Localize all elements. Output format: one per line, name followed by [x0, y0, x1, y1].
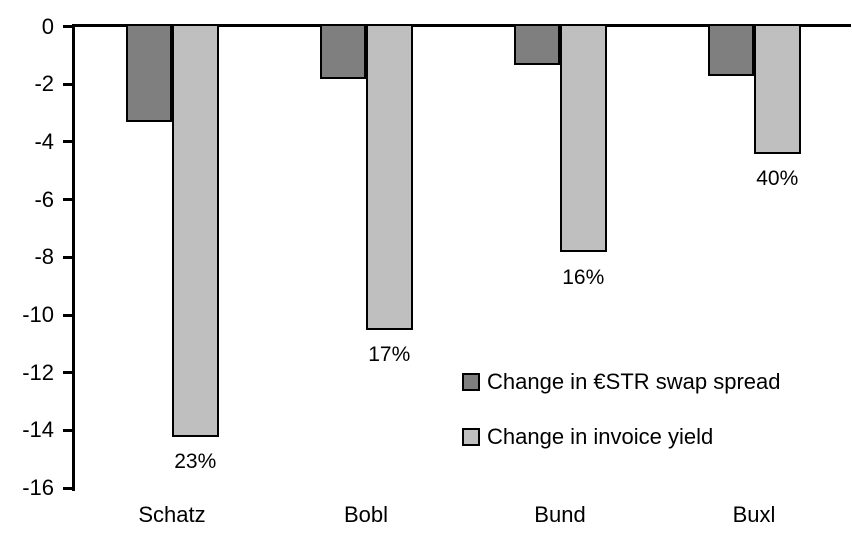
y-tick [62, 82, 72, 86]
y-tick-label: -2 [34, 71, 54, 97]
y-tick-label: -6 [34, 186, 54, 212]
legend: Change in €STR swap spread Change in inv… [462, 369, 781, 450]
y-tick-label: -12 [22, 359, 54, 385]
bar-invoice-yield-bobl [366, 24, 413, 330]
y-tick [62, 313, 72, 317]
y-tick [62, 198, 72, 202]
bar-invoice-yield-bund [560, 24, 607, 253]
bar-value-label: 17% [368, 343, 411, 367]
legend-item-label: Change in €STR swap spread [487, 369, 781, 394]
x-axis-zero-line [71, 24, 851, 27]
y-tick-label: -16 [22, 475, 54, 501]
y-tick-label: -14 [22, 417, 54, 443]
y-tick [62, 486, 72, 490]
y-tick [62, 140, 72, 144]
bar-swap-spread-buxl [707, 24, 754, 77]
y-tick [62, 255, 72, 259]
y-axis-line [71, 24, 75, 492]
bar-value-label: 40% [756, 167, 799, 191]
bar-swap-spread-schatz [125, 24, 172, 123]
bar-invoice-yield-buxl [754, 24, 801, 154]
legend-item-invoice-yield: Change in invoice yield [462, 424, 781, 450]
legend-item-label: Change in invoice yield [487, 424, 714, 449]
y-tick-label: -10 [22, 302, 54, 327]
x-axis-label-bobl: Bobl [343, 502, 389, 527]
invoice-yield-swatch-icon [462, 428, 480, 446]
y-tick [62, 25, 72, 28]
x-axis-label-bund: Bund [534, 502, 586, 527]
bar-swap-spread-bobl [319, 24, 366, 79]
y-tick [62, 428, 72, 432]
y-tick-label: -8 [34, 244, 54, 270]
bar-value-label: 23% [174, 450, 217, 474]
y-tick-label: 0 [41, 13, 54, 39]
y-tick [62, 371, 72, 375]
swap-spread-swatch-icon [462, 373, 480, 391]
bar-value-label: 16% [562, 265, 605, 289]
bar-invoice-yield-schatz [172, 24, 219, 437]
y-tick-label: -4 [34, 128, 54, 154]
x-axis-label-schatz: Schatz [138, 502, 206, 527]
bar-swap-spread-bund [513, 24, 560, 65]
legend-item-swap-spread: Change in €STR swap spread [462, 369, 781, 395]
x-axis-label-buxl: Buxl [732, 502, 776, 527]
